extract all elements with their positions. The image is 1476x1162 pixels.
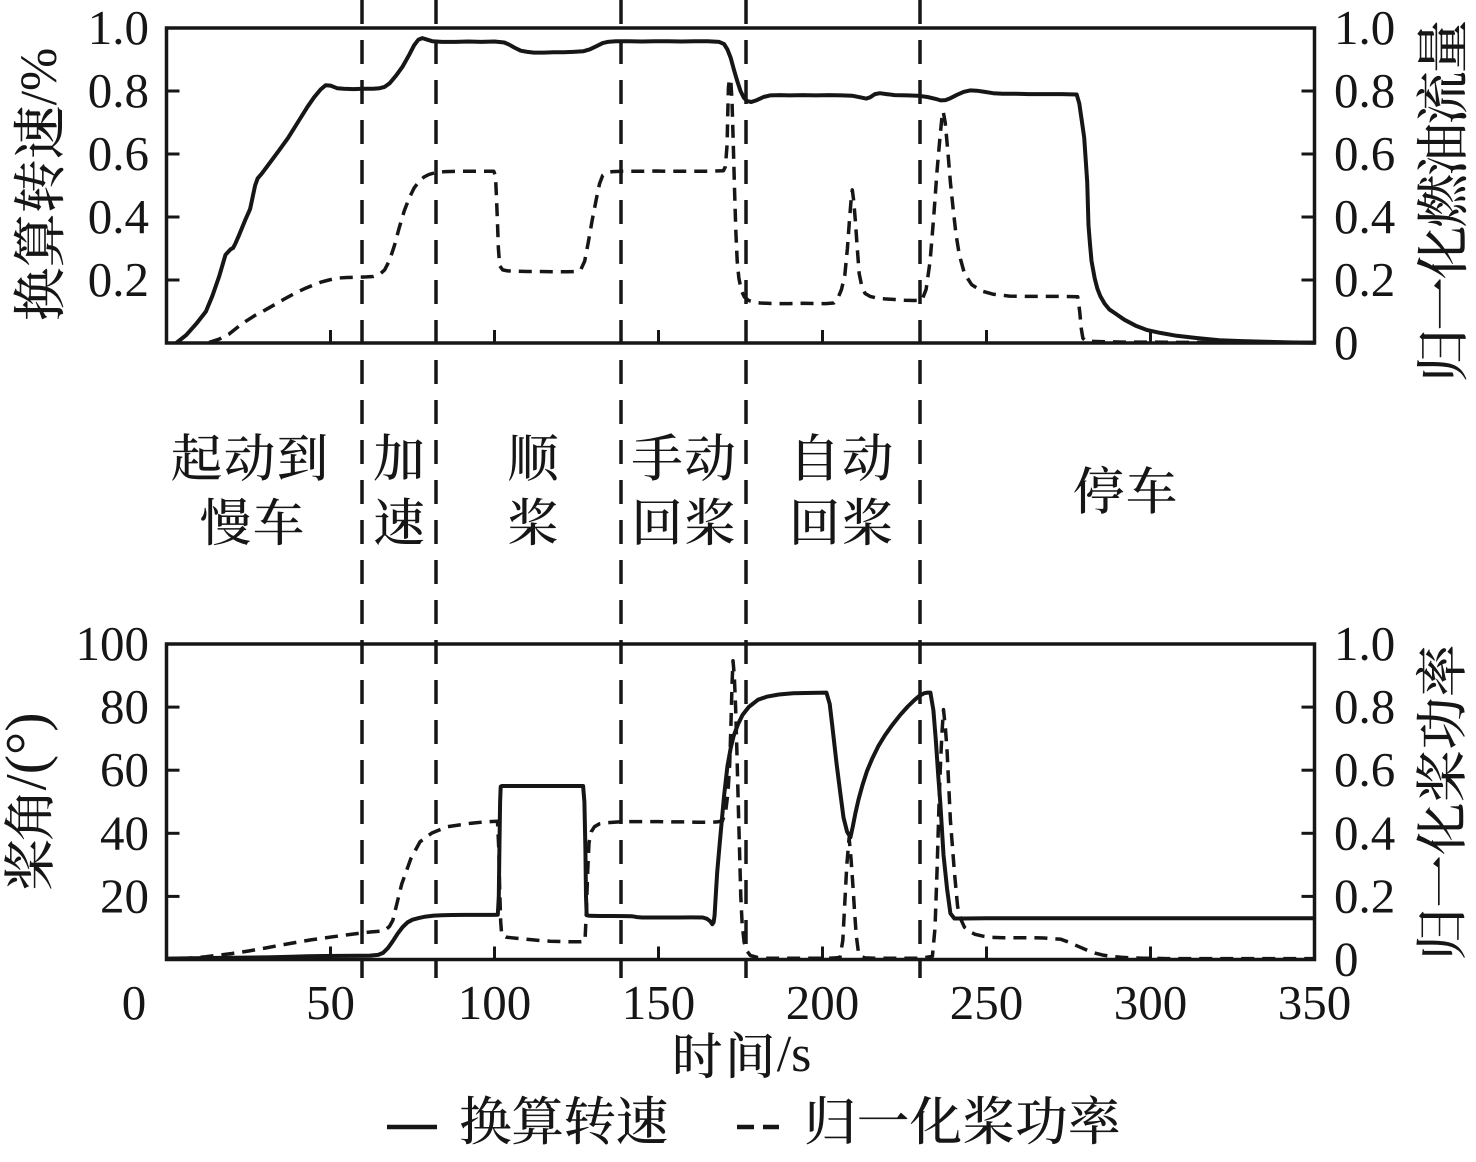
svg-text:0.6: 0.6 [1334,126,1395,181]
svg-text:0.6: 0.6 [1334,742,1395,797]
svg-text:40: 40 [100,805,149,860]
svg-text:0.2: 0.2 [88,252,149,307]
svg-text:0.8: 0.8 [1334,63,1395,118]
svg-text:350: 350 [1278,975,1352,1030]
svg-text:300: 300 [1114,975,1188,1030]
svg-text:0.6: 0.6 [88,126,149,181]
svg-text:0.8: 0.8 [88,63,149,118]
svg-text:1.0: 1.0 [88,0,149,55]
svg-text:0.4: 0.4 [88,189,149,244]
svg-text:100: 100 [458,975,532,1030]
svg-text:0.2: 0.2 [1334,868,1395,923]
svg-text:1.0: 1.0 [1334,616,1395,671]
svg-text:60: 60 [100,742,149,797]
svg-text:/s: /s [777,1026,812,1083]
svg-text:/(°): /(°) [0,712,59,790]
svg-text:100: 100 [76,616,150,671]
svg-text:/%: /% [11,48,68,106]
svg-text:250: 250 [950,975,1024,1030]
svg-text:0: 0 [122,975,147,1030]
svg-text:0: 0 [1334,315,1359,370]
svg-text:0.8: 0.8 [1334,679,1395,734]
svg-text:20: 20 [100,868,149,923]
svg-text:200: 200 [786,975,860,1030]
svg-text:1.0: 1.0 [1334,0,1395,55]
svg-text:0.2: 0.2 [1334,252,1395,307]
svg-text:150: 150 [622,975,696,1030]
svg-text:50: 50 [306,975,355,1030]
svg-text:80: 80 [100,679,149,734]
svg-text:0.4: 0.4 [1334,189,1395,244]
svg-text:0.4: 0.4 [1334,805,1395,860]
svg-text:0: 0 [1334,932,1359,987]
